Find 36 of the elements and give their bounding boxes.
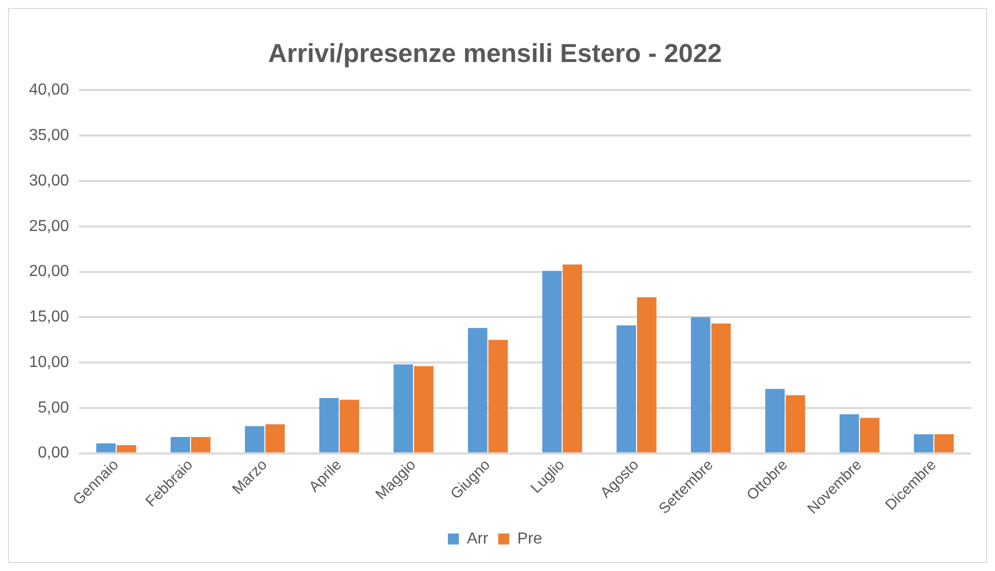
bar bbox=[96, 443, 116, 452]
bar bbox=[170, 437, 190, 452]
bar bbox=[711, 324, 731, 452]
y-tick-label: 40,00 bbox=[28, 82, 70, 99]
bar bbox=[840, 414, 859, 452]
y-tick-label: 20,00 bbox=[28, 263, 70, 280]
bar bbox=[786, 395, 806, 452]
bar bbox=[637, 297, 656, 452]
y-tick-label: 0,00 bbox=[38, 444, 70, 462]
bar bbox=[488, 340, 508, 452]
bar bbox=[116, 445, 136, 452]
legend-label: Arr bbox=[466, 530, 489, 548]
bar bbox=[542, 270, 562, 452]
y-tick-label: 10,00 bbox=[28, 354, 70, 371]
bar bbox=[319, 398, 339, 452]
bar bbox=[414, 366, 434, 452]
bar bbox=[244, 426, 264, 452]
bar bbox=[934, 434, 954, 452]
bar bbox=[690, 317, 710, 452]
legend-label: Pre bbox=[517, 530, 542, 548]
chart-title: Arrivi/presenze mensili Estero - 2022 bbox=[268, 38, 722, 68]
y-tick-label: 30,00 bbox=[28, 172, 70, 190]
bar bbox=[394, 364, 414, 452]
bar bbox=[468, 328, 488, 452]
y-tick-label: 25,00 bbox=[28, 218, 70, 235]
y-tick-label: 15,00 bbox=[28, 308, 70, 326]
bar bbox=[191, 437, 210, 452]
y-tick-label: 35,00 bbox=[28, 127, 70, 144]
bar bbox=[914, 434, 934, 452]
y-tick-label: 5,00 bbox=[38, 399, 70, 416]
bar bbox=[765, 388, 785, 452]
bar bbox=[265, 424, 285, 452]
bar bbox=[562, 264, 582, 452]
bar bbox=[616, 325, 636, 452]
bar bbox=[340, 400, 360, 452]
bar bbox=[860, 418, 880, 452]
